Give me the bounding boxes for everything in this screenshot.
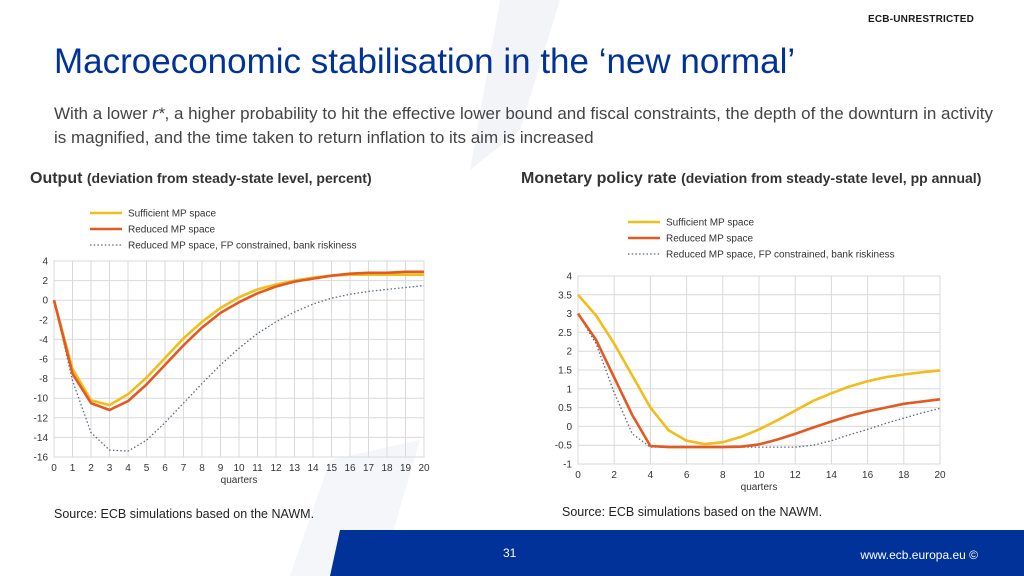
policy-rate-chart: 43.532.521.510.50-0.5-10 2 4 6 8 10 12 14 16 18 20… [555, 218, 946, 494]
policy-rate-ytick-label: 1 [566, 384, 572, 395]
policy-rate-xaxis-label: quarters [741, 482, 778, 493]
output-xtick-label: 8 [199, 463, 205, 474]
policy-rate-ytick-label: 3 [566, 309, 572, 320]
output-xtick-label: 19 [400, 463, 412, 474]
output-xtick-label: 0 [51, 463, 57, 474]
output-ytick-label: -16 [34, 453, 49, 464]
output-xtick-label: 4 [125, 463, 131, 474]
policy-rate-legend-label-2: Reduced MP space [666, 234, 754, 245]
output-ytick-label: -2 [39, 315, 48, 326]
output-xtick-label: 6 [162, 463, 168, 474]
output-xtick-label: 12 [270, 463, 282, 474]
output-xtick-label: 15 [326, 463, 338, 474]
policy-rate-xtick-label: 12 [790, 470, 802, 481]
output-legend-label-3: Reduced MP space, FP constrained, bank r… [128, 241, 357, 252]
output-xtick-label: 2 [88, 463, 94, 474]
output-series-line-1 [52, 273, 424, 407]
footer-url: www.ecb.europa.eu © [860, 548, 978, 562]
output-xtick-label: 7 [181, 463, 187, 474]
policy-rate-xtick-label: 6 [684, 470, 690, 481]
output-ytick-label: 0 [42, 296, 48, 307]
output-ytick-label: -6 [39, 355, 48, 366]
policy-rate-xtick-label: 4 [648, 470, 654, 481]
output-xtick-label: 16 [344, 463, 356, 474]
policy-rate-xtick-label: 8 [720, 470, 726, 481]
output-legend-label-1: Sufficient MP space [128, 209, 216, 220]
policy-rate-chart-title: Monetary policy rate (deviation from ste… [521, 168, 991, 189]
footer-bar [340, 530, 1024, 576]
output-ytick-label: -14 [34, 433, 49, 444]
output-series-line-3 [53, 284, 425, 452]
output-chart-title-main: Output [30, 170, 83, 187]
output-series-line-2 [52, 270, 424, 412]
subtitle-rstar: r* [152, 104, 165, 123]
output-xtick-label: 9 [218, 463, 224, 474]
output-xtick-label: 18 [381, 463, 393, 474]
policy-rate-legend-label-3: Reduced MP space, FP constrained, bank r… [666, 250, 895, 261]
output-ytick-label: 2 [42, 276, 48, 287]
output-chart-title: Output (deviation from steady-state leve… [30, 168, 372, 189]
policy-rate-xtick-label: 2 [611, 470, 617, 481]
page-title: Macroeconomic stabilisation in the ‘new … [54, 42, 796, 81]
output-xtick-label: 10 [233, 463, 245, 474]
output-xtick-label: 11 [252, 463, 263, 474]
output-ytick-label: -8 [39, 374, 48, 385]
subtitle-post: , a higher probability to hit the effect… [54, 104, 993, 147]
policy-rate-xtick-label: 18 [898, 470, 910, 481]
output-xtick-label: 14 [307, 463, 319, 474]
policy-rate-xtick-label: 10 [753, 470, 765, 481]
policy-rate-ytick-label: 2 [566, 347, 572, 358]
page-number: 31 [503, 546, 517, 560]
policy-rate-ytick-label: 2.5 [558, 328, 572, 339]
policy-rate-xtick-label: 16 [862, 470, 874, 481]
policy-rate-series-line-1 [577, 293, 941, 446]
output-chart-source: Source: ECB simulations based on the NAW… [54, 507, 315, 521]
policy-rate-xtick-label: 20 [934, 470, 946, 481]
policy-rate-ytick-label: 3.5 [558, 290, 572, 301]
output-xtick-label: 5 [144, 463, 150, 474]
output-ytick-label: -4 [39, 335, 48, 346]
output-legend-label-2: Reduced MP space [128, 225, 216, 236]
output-xtick-label: 13 [289, 463, 301, 474]
output-ytick-label: -10 [34, 394, 49, 405]
output-xtick-label: 3 [107, 463, 113, 474]
policy-rate-ytick-label: -0.5 [555, 441, 573, 452]
policy-rate-chart-source: Source: ECB simulations based on the NAW… [562, 505, 823, 519]
output-xaxis-label: quarters [221, 475, 258, 486]
output-ytick-label: 4 [42, 257, 48, 268]
policy-rate-ytick-label: 0.5 [558, 403, 572, 414]
subtitle-pre: With a lower [54, 104, 153, 123]
policy-rate-series-line-3 [577, 313, 941, 448]
output-ytick-label: -12 [34, 413, 49, 424]
page-subtitle: With a lower r*, a higher probability to… [54, 102, 994, 150]
output-chart-title-sub: (deviation from steady-state level, perc… [86, 170, 372, 186]
output-plot-frame [53, 260, 425, 458]
output-xtick-label: 1 [70, 463, 76, 474]
policy-rate-plot-frame [577, 275, 941, 465]
output-xtick-label: 20 [418, 463, 430, 474]
output-xtick-label: 17 [363, 463, 375, 474]
policy-rate-ytick-label: 4 [566, 272, 572, 283]
policy-rate-ytick-label: 0 [566, 422, 572, 433]
policy-rate-xtick-label: 14 [826, 470, 838, 481]
policy-rate-ytick-label: -1 [563, 460, 572, 471]
classification-label: ECB-UNRESTRICTED [868, 14, 974, 25]
policy-rate-chart-title-sub: (deviation from steady-state level, pp a… [681, 170, 982, 186]
policy-rate-series-line-2 [576, 312, 941, 449]
policy-rate-xtick-label: 0 [575, 470, 581, 481]
output-chart: 420-2-4-6-8-10-12-14-160 1 2 3 4 5 6 7 8 9 10 11 12 1… [34, 209, 430, 487]
footer-bar-slant [330, 530, 360, 576]
policy-rate-legend-label-1: Sufficient MP space [666, 218, 754, 229]
policy-rate-ytick-label: 1.5 [558, 366, 572, 377]
policy-rate-chart-title-main: Monetary policy rate [521, 170, 677, 187]
